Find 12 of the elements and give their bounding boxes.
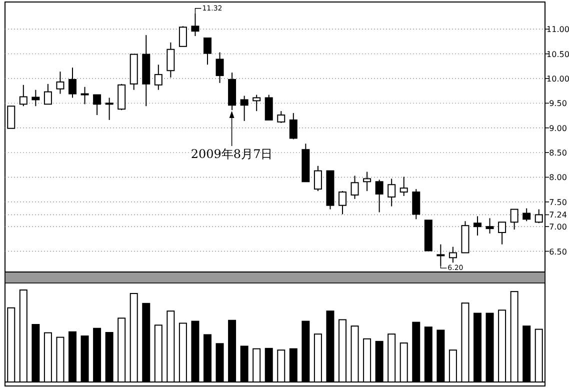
y-tick-label: 9.50 <box>549 99 567 108</box>
y-tick-label: 7.00 <box>549 222 567 232</box>
y-tick-label: 7.24 <box>549 210 567 220</box>
y-tick-label: 8.00 <box>549 173 567 182</box>
annotation: 2009年8月7日 <box>190 147 273 161</box>
y-tick-label: 11.00 <box>546 25 569 34</box>
y-tick-label: 9.00 <box>549 124 567 133</box>
y-tick-label: 7.50 <box>549 198 567 207</box>
y-tick-label: 10.00 <box>546 74 569 84</box>
y-tick-label: 10.50 <box>546 50 569 59</box>
y-tick-label: 6.50 <box>549 247 567 256</box>
y-tick-label: 8.50 <box>549 148 567 158</box>
